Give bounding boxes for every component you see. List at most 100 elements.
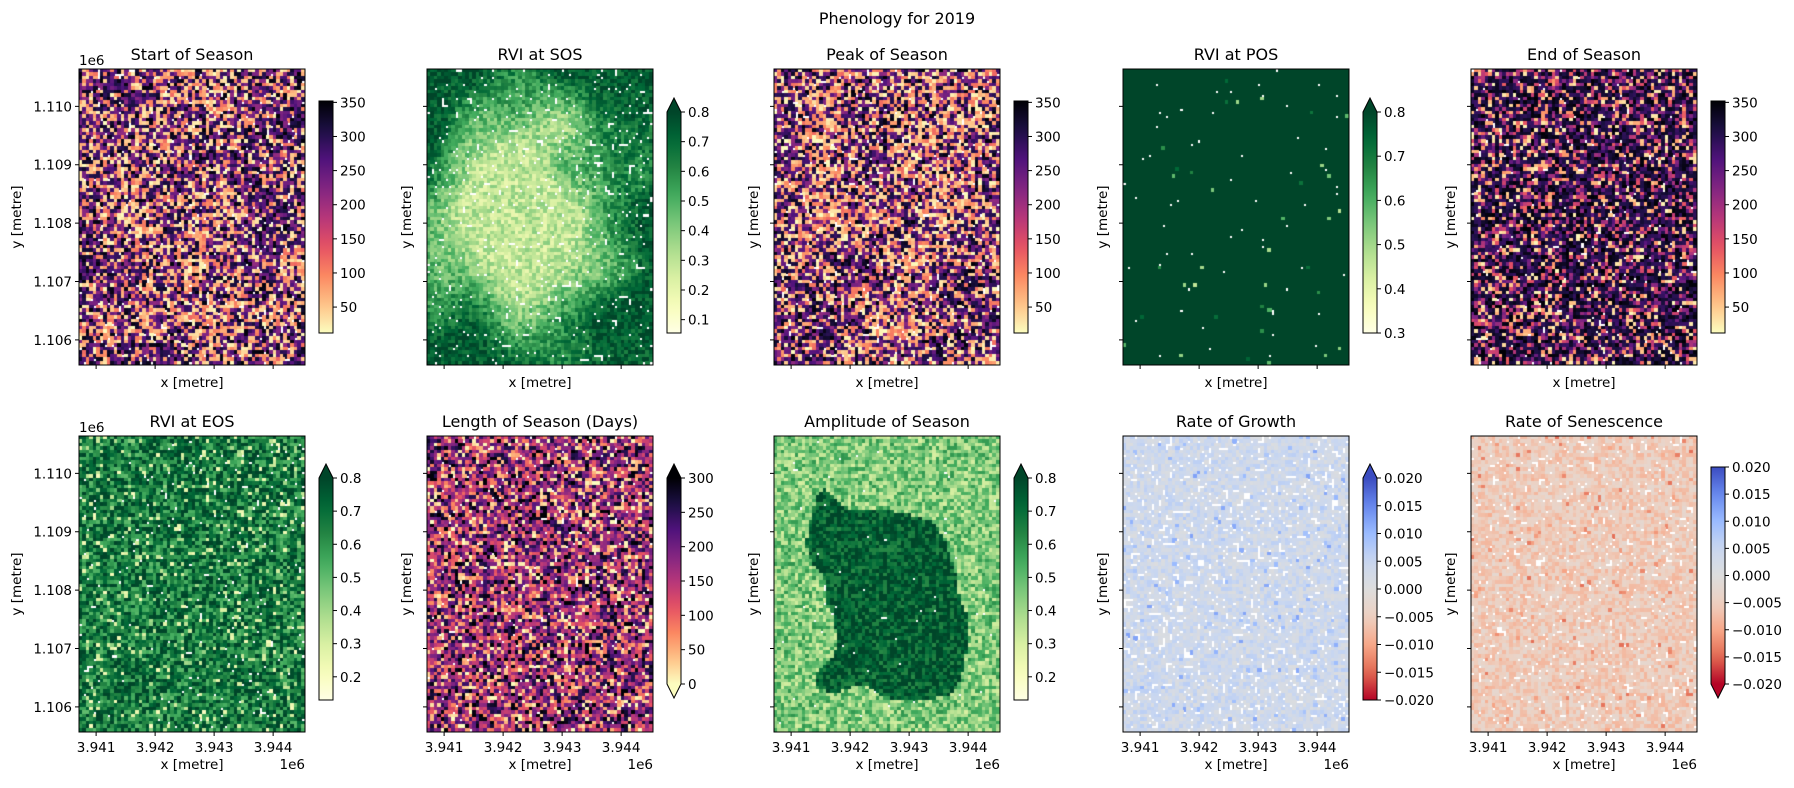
colorbar-extend-min (667, 684, 681, 698)
x-axis-label: x [metre] (855, 757, 918, 773)
y-offset-label: 1e6 (79, 420, 104, 436)
colorbar-gradient (667, 478, 681, 684)
colorbar-outline (1362, 96, 1378, 334)
panel-title: RVI at SOS (497, 45, 582, 64)
colorbar: 0 50 100 150 200 250 300 (666, 462, 714, 700)
colorbar: 0.3 0.4 0.5 0.6 0.7 0.8 (1362, 96, 1405, 342)
x-tick-label: 3.943 (195, 740, 234, 756)
heatmap-image (427, 436, 653, 732)
colorbar-tick-label: 0.2 (688, 283, 709, 299)
heatmap-image (1471, 69, 1697, 365)
colorbar-tick-label: −0.010 (1732, 623, 1782, 639)
axes-frame (1122, 435, 1350, 733)
x-tick-label: 3.943 (1587, 740, 1626, 756)
colorbar-tick-label: 0.5 (1384, 238, 1405, 254)
colorbar-tick-label: 0.7 (688, 135, 709, 151)
colorbar-tick-label: 0.3 (688, 253, 709, 269)
colorbar-tick-label: 0.2 (1035, 670, 1056, 686)
colorbar-tick-label: 50 (688, 643, 705, 659)
colorbar-extend-max (1363, 464, 1377, 478)
x-tick-label: 3.942 (1528, 740, 1567, 756)
colorbar: 0.1 0.2 0.3 0.4 0.5 0.6 0.7 0.8 (666, 96, 709, 334)
colorbar-tick-label: −0.005 (1384, 610, 1434, 626)
x-tick-label: 3.944 (1646, 740, 1685, 756)
colorbar-tick-label: 300 (1035, 129, 1061, 145)
colorbar-gradient (1363, 478, 1377, 700)
colorbar-tick-label: 0.4 (1384, 282, 1405, 298)
colorbar-extend-max (319, 464, 333, 478)
colorbar-extend-max (1014, 464, 1028, 478)
colorbar-tick-label: 0.8 (1384, 105, 1405, 121)
colorbar-tick-label: 0.6 (1384, 193, 1405, 209)
colorbar-outline (318, 100, 334, 334)
colorbar-tick-label: 200 (1732, 198, 1758, 214)
x-axis-label: x [metre] (508, 375, 571, 391)
colorbar-tick-label: 300 (1732, 129, 1758, 145)
colorbar-tick-label: 0.3 (340, 637, 361, 653)
colorbar-tick-label: −0.015 (1384, 665, 1434, 681)
y-tick-label: 1.109 (33, 525, 72, 541)
colorbar-tick-label: 100 (688, 608, 714, 624)
colorbar-tick-label: 0.5 (688, 194, 709, 210)
y-tick-label: 1.110 (33, 466, 72, 482)
colorbar-extend-max (1363, 98, 1377, 112)
panel-amplitude-of-season: Amplitude of Season 3.941 3.942 3.943 3.944 x… (746, 412, 1056, 773)
colorbar-gradient (1363, 112, 1377, 333)
colorbar-tick-label: 150 (688, 574, 714, 590)
colorbar-tick-label: 50 (1035, 300, 1052, 316)
colorbar-tick-label: 0.015 (1732, 487, 1771, 503)
colorbar-gradient (1711, 101, 1725, 333)
y-axis-label: y [metre] (746, 185, 762, 248)
colorbar-tick-label: −0.010 (1384, 638, 1434, 654)
x-tick-label: 3.942 (1180, 740, 1219, 756)
x-offset-label: 1e6 (1324, 757, 1349, 773)
colorbar-tick-label: 0.5 (1035, 570, 1056, 586)
colorbar-tick-label: 100 (1732, 266, 1758, 282)
colorbar-tick-label: 50 (340, 300, 357, 316)
axes-frame (1470, 68, 1698, 366)
colorbar: 50 100 150 200 250 300 350 (1013, 95, 1061, 334)
axes-frame (426, 435, 654, 733)
colorbar-tick-label: 0.4 (1035, 604, 1056, 620)
x-axis-label: x [metre] (1204, 757, 1267, 773)
colorbar-gradient (1711, 467, 1725, 684)
colorbar-tick-label: 0.7 (1384, 149, 1405, 165)
colorbar-outline (1710, 100, 1726, 334)
colorbar-outline (666, 96, 682, 334)
panel-start-of-season: Start of Season x [metre] 1.110 1.109 1.108 1… (9, 45, 366, 391)
heatmap-image (427, 69, 653, 365)
y-axis-label: y [metre] (399, 185, 415, 248)
colorbar-gradient (1014, 101, 1028, 333)
x-axis-label: x [metre] (1204, 375, 1267, 391)
colorbar-tick-label: 0.1 (688, 313, 709, 329)
colorbar-tick-label: 0.005 (1732, 541, 1771, 557)
colorbar-tick-label: 250 (688, 505, 714, 521)
panel-rate-of-growth: Rate of Growth 3.941 3.942 3.943 3.944 x [met… (1095, 412, 1434, 773)
x-tick-label: 3.944 (254, 740, 293, 756)
x-axis-label: x [metre] (160, 757, 223, 773)
colorbar-tick-label: 200 (688, 540, 714, 556)
x-tick-label: 3.942 (136, 740, 175, 756)
colorbar-extend-max (667, 98, 681, 112)
panel-rvi-at-sos: RVI at SOS x [metre] y [metre] 0.1 0.2 0.3 0.4… (399, 45, 709, 391)
colorbar-tick-label: 0.015 (1384, 499, 1423, 515)
x-axis-label: x [metre] (160, 375, 223, 391)
y-tick-label: 1.109 (33, 158, 72, 174)
panel-title: RVI at EOS (149, 412, 234, 431)
colorbar-outline (1013, 462, 1029, 701)
panel-title: Rate of Growth (1176, 412, 1296, 431)
y-tick-label: 1.110 (33, 99, 72, 115)
colorbar-tick-label: 0.6 (688, 164, 709, 180)
colorbar-tick-label: 0.000 (1384, 582, 1423, 598)
x-tick-label: 3.944 (949, 740, 988, 756)
panel-rvi-at-eos: RVI at EOS 3.941 3.942 3.943 3.944 x [metre] 1… (9, 412, 361, 773)
colorbar-tick-label: 350 (340, 95, 366, 111)
colorbar-tick-label: 0.3 (1384, 326, 1405, 342)
x-tick-label: 3.941 (1469, 740, 1508, 756)
colorbar-tick-label: 0.6 (1035, 537, 1056, 553)
axes-frame (426, 68, 654, 366)
y-axis-label: y [metre] (746, 552, 762, 615)
colorbar-tick-label: −0.005 (1732, 596, 1782, 612)
colorbar-tick-label: 0.7 (340, 504, 361, 520)
panel-end-of-season: End of Season x [metre] y [metre] 50 100 150 2… (1443, 45, 1758, 391)
